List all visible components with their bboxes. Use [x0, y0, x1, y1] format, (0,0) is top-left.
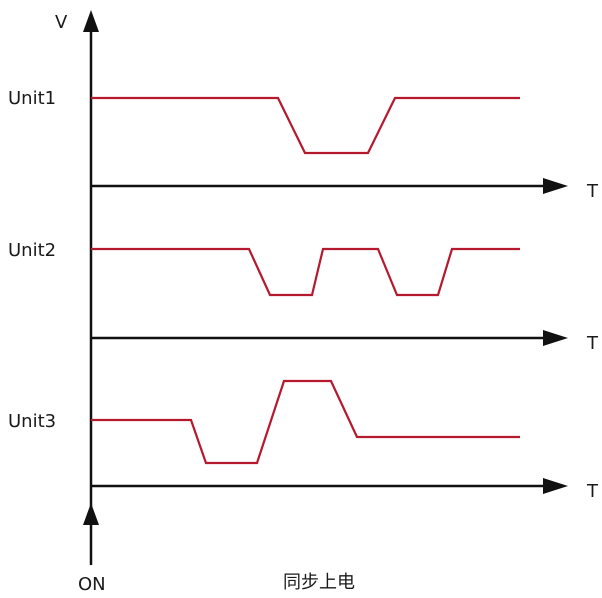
unit2-label: Unit2	[8, 240, 56, 261]
diagram-caption: 同步上电	[283, 572, 355, 593]
unit1-signal	[91, 96, 520, 155]
unit2-signal	[91, 247, 520, 297]
time-axis-1-label: T	[586, 181, 599, 202]
on-arrow-up-icon	[83, 503, 99, 525]
on-label: ON	[78, 574, 106, 595]
time-axis-2-arrow-icon	[543, 330, 568, 346]
v-axis-arrow-up-icon	[83, 10, 99, 32]
unit3-label: Unit3	[8, 411, 56, 432]
time-axis-3-label: T	[586, 481, 599, 502]
v-axis-label: V	[55, 12, 68, 33]
time-axis-1-arrow-icon	[543, 178, 568, 194]
unit3-signal	[91, 379, 520, 465]
unit1-label: Unit1	[8, 88, 56, 109]
time-axis-3-arrow-icon	[543, 478, 568, 494]
time-axis-2-label: T	[586, 333, 599, 354]
